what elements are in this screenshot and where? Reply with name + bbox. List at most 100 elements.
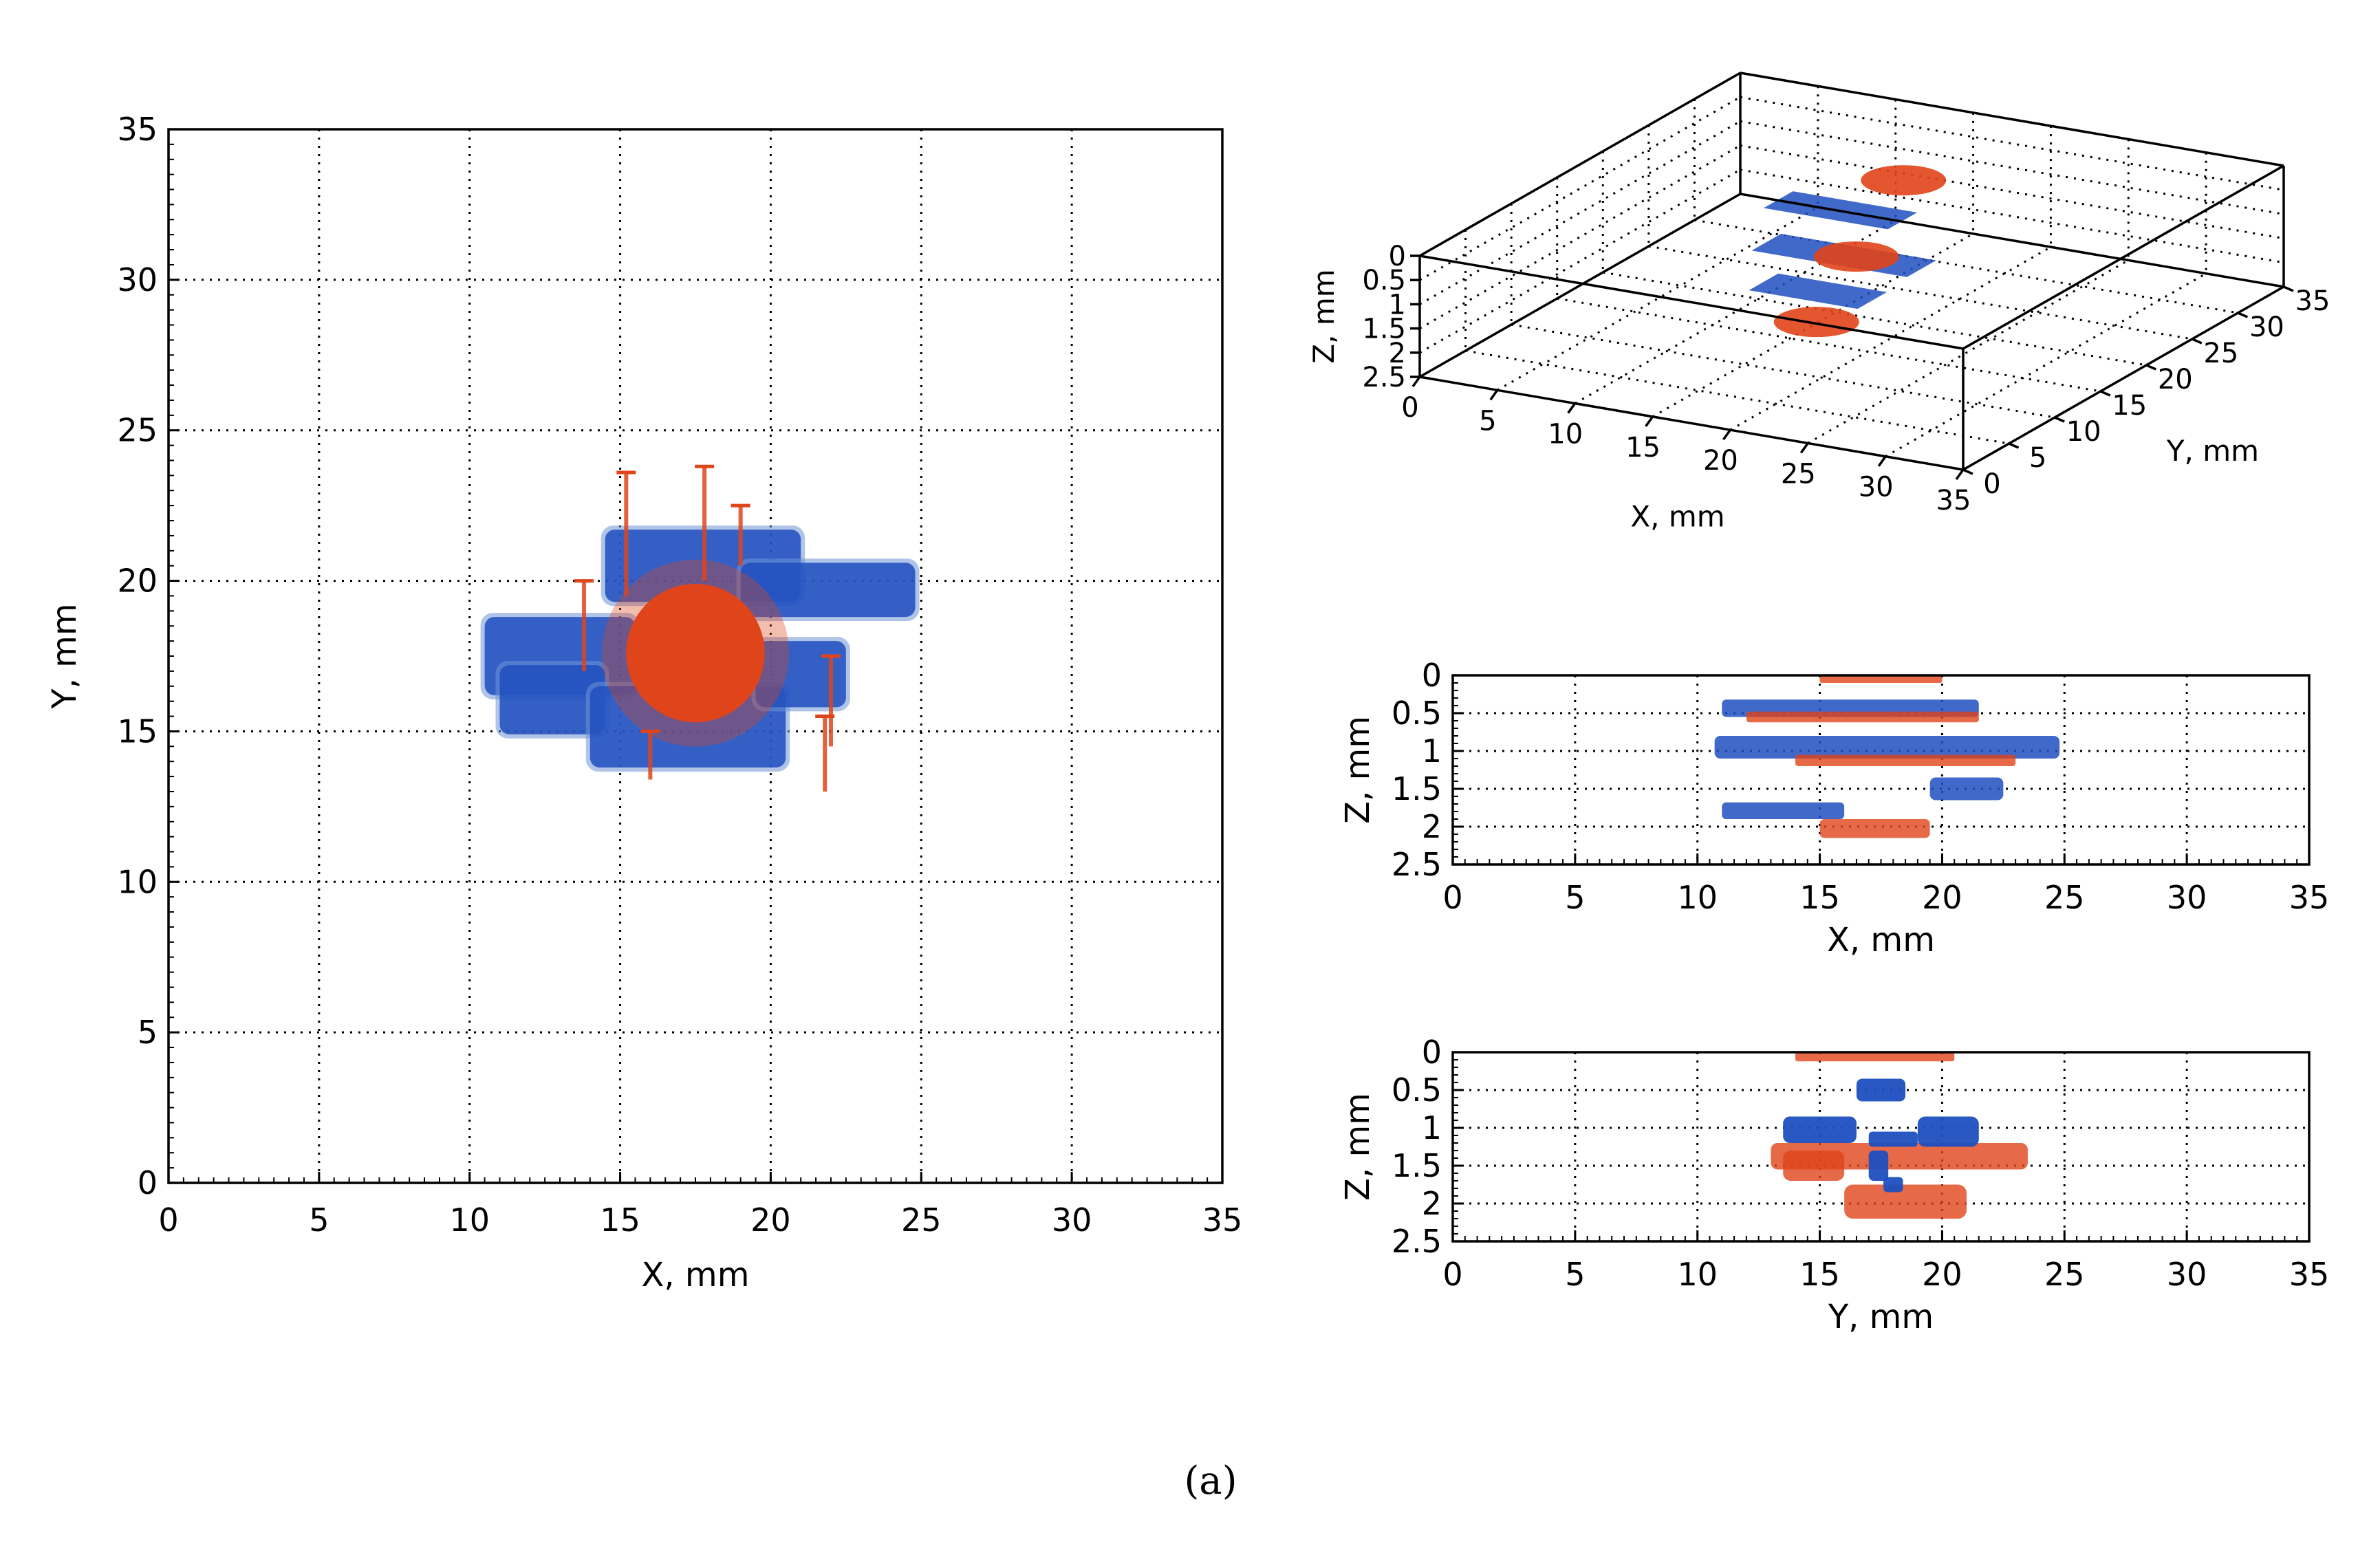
z-tick-label: 1 (1389, 289, 1406, 320)
x-tick-label: 35 (2289, 879, 2330, 916)
floor-gridline-y (1465, 349, 2009, 445)
x-axis-label: X, mm (1630, 500, 1724, 534)
orange-damage-region (1844, 1184, 1967, 1219)
x-tick-mark (1645, 415, 1654, 427)
x-tick-mark (1799, 442, 1809, 454)
x-tick-label: 5 (1565, 1256, 1585, 1293)
x-tick-label: 20 (1703, 445, 1738, 477)
x-tick-label: 10 (1548, 419, 1583, 450)
x-tick-label: 0 (1442, 1256, 1462, 1293)
orange-damage-region (1819, 675, 1943, 683)
isometric-3d-plot: 0 5 10 15 20 25 30 350510152025303500.511.522.5… (1307, 72, 2330, 534)
x-tick-label: 25 (901, 1201, 942, 1239)
blue-defect-layer (1749, 273, 1887, 309)
box-edge (1740, 193, 2284, 288)
y-tick-mark (2008, 442, 2020, 449)
back-wall-z-gridline (1740, 144, 2284, 240)
y-axis-label: Z, mm (1339, 716, 1377, 824)
box-edge (1740, 72, 2284, 167)
orange-damage-blob (1861, 165, 1947, 196)
x-tick-label: 25 (2044, 1256, 2085, 1293)
x-tick-mark (1489, 389, 1499, 401)
blue-delamination (1714, 736, 2060, 759)
x-tick-label: 15 (1799, 879, 1840, 916)
x-tick-label: 30 (1859, 472, 1894, 503)
y-tick-label: 2.5 (1392, 846, 1442, 883)
y-tick-label: 35 (2295, 285, 2330, 317)
x-tick-label: 15 (1799, 1256, 1840, 1293)
orange-damage-blob (1773, 307, 1859, 338)
x-tick-label: 0 (1442, 879, 1462, 916)
x-tick-label: 0 (158, 1201, 178, 1239)
y-tick-label: 15 (117, 712, 158, 750)
blue-delamination (1868, 1131, 1918, 1147)
x-tick-label: 0 (1401, 392, 1418, 424)
x-tick-mark (1567, 402, 1577, 414)
x-tick-mark (1955, 468, 1965, 481)
box-edge (1962, 285, 2284, 471)
y-tick-label: 35 (117, 111, 158, 148)
x-tick-label: 35 (1936, 485, 1971, 516)
x-axis-label: X, mm (1827, 921, 1935, 959)
box-edge (1419, 193, 1741, 378)
floor-gridline-x (1497, 206, 1819, 391)
xy-view-plot: 0 5 10 15 20 25 30 35 0 5 10 15 20 25 30 35 X, mm Y, mm (45, 111, 1242, 1294)
orange-damage-region (1795, 754, 2016, 766)
back-wall-z-gridline (1740, 168, 2284, 264)
orange-damage-region (1783, 1151, 1845, 1181)
y-tick-mark (1962, 468, 1973, 475)
side-wall-z-gridline (1419, 96, 1741, 281)
y-tick-mark (2283, 285, 2294, 292)
y-tick-label: 10 (2066, 416, 2101, 448)
x-tick-label: 10 (449, 1201, 490, 1239)
y-tick-label: 20 (2158, 364, 2193, 395)
x-tick-label: 30 (1052, 1201, 1092, 1239)
x-axis-label: X, mm (642, 1256, 750, 1294)
x-tick-label: 35 (2289, 1256, 2330, 1293)
y-tick-label: 1.5 (1392, 1147, 1442, 1184)
box-edge (1419, 72, 1741, 257)
y-tick-label: 2 (1422, 808, 1442, 845)
y-tick-mark (2237, 312, 2249, 318)
x-tick-label: 5 (1565, 879, 1585, 916)
x-tick-label: 15 (600, 1201, 640, 1239)
y-tick-label: 0 (1983, 468, 2000, 500)
side-wall-z-gridline (1419, 120, 1741, 305)
y-tick-label: 15 (2112, 390, 2147, 422)
figure-caption: (a) (1184, 1459, 1237, 1503)
box-edge (1419, 254, 1964, 350)
y-tick-label: 2.5 (1392, 1223, 1442, 1260)
x-tick-label: 5 (309, 1201, 329, 1239)
z-axis-label: Z, mm (1307, 269, 1341, 363)
z-tick-label: 2.5 (1362, 362, 1406, 393)
x-tick-label: 10 (1677, 879, 1718, 916)
plot-frame (167, 128, 1224, 1184)
y-tick-label: 10 (117, 863, 158, 900)
y-axis-label: Y, mm (45, 603, 84, 709)
x-tick-label: 5 (1479, 405, 1496, 437)
y-tick-label: 1.5 (1392, 770, 1442, 807)
x-tick-label: 30 (2167, 1256, 2207, 1293)
orange-damage-blob (1813, 241, 1899, 272)
x-tick-label: 10 (1677, 1256, 1718, 1293)
back-wall-z-gridline (1740, 120, 2284, 215)
box-edge (1962, 164, 2284, 350)
x-tick-label: 25 (1781, 458, 1816, 490)
y-tick-label: 25 (2203, 338, 2238, 369)
z-tick-label: 0.5 (1362, 265, 1406, 296)
orange-damage-core (626, 583, 765, 723)
y-tick-label: 0 (138, 1164, 158, 1201)
floor-gridline-y (1648, 245, 2193, 340)
y-tick-label: 30 (2249, 312, 2284, 343)
blue-delamination (1929, 777, 2004, 801)
box-edge (1419, 375, 1964, 471)
z-tick-label: 2 (1389, 338, 1406, 369)
x-tick-mark (1722, 429, 1731, 441)
x-axis-label: Y, mm (1828, 1298, 1934, 1336)
x-tick-mark (1877, 455, 1887, 467)
y-tick-label: 25 (117, 412, 158, 449)
back-wall-z-gridline (1740, 96, 2284, 191)
side-wall-z-gridline (1419, 144, 1741, 329)
